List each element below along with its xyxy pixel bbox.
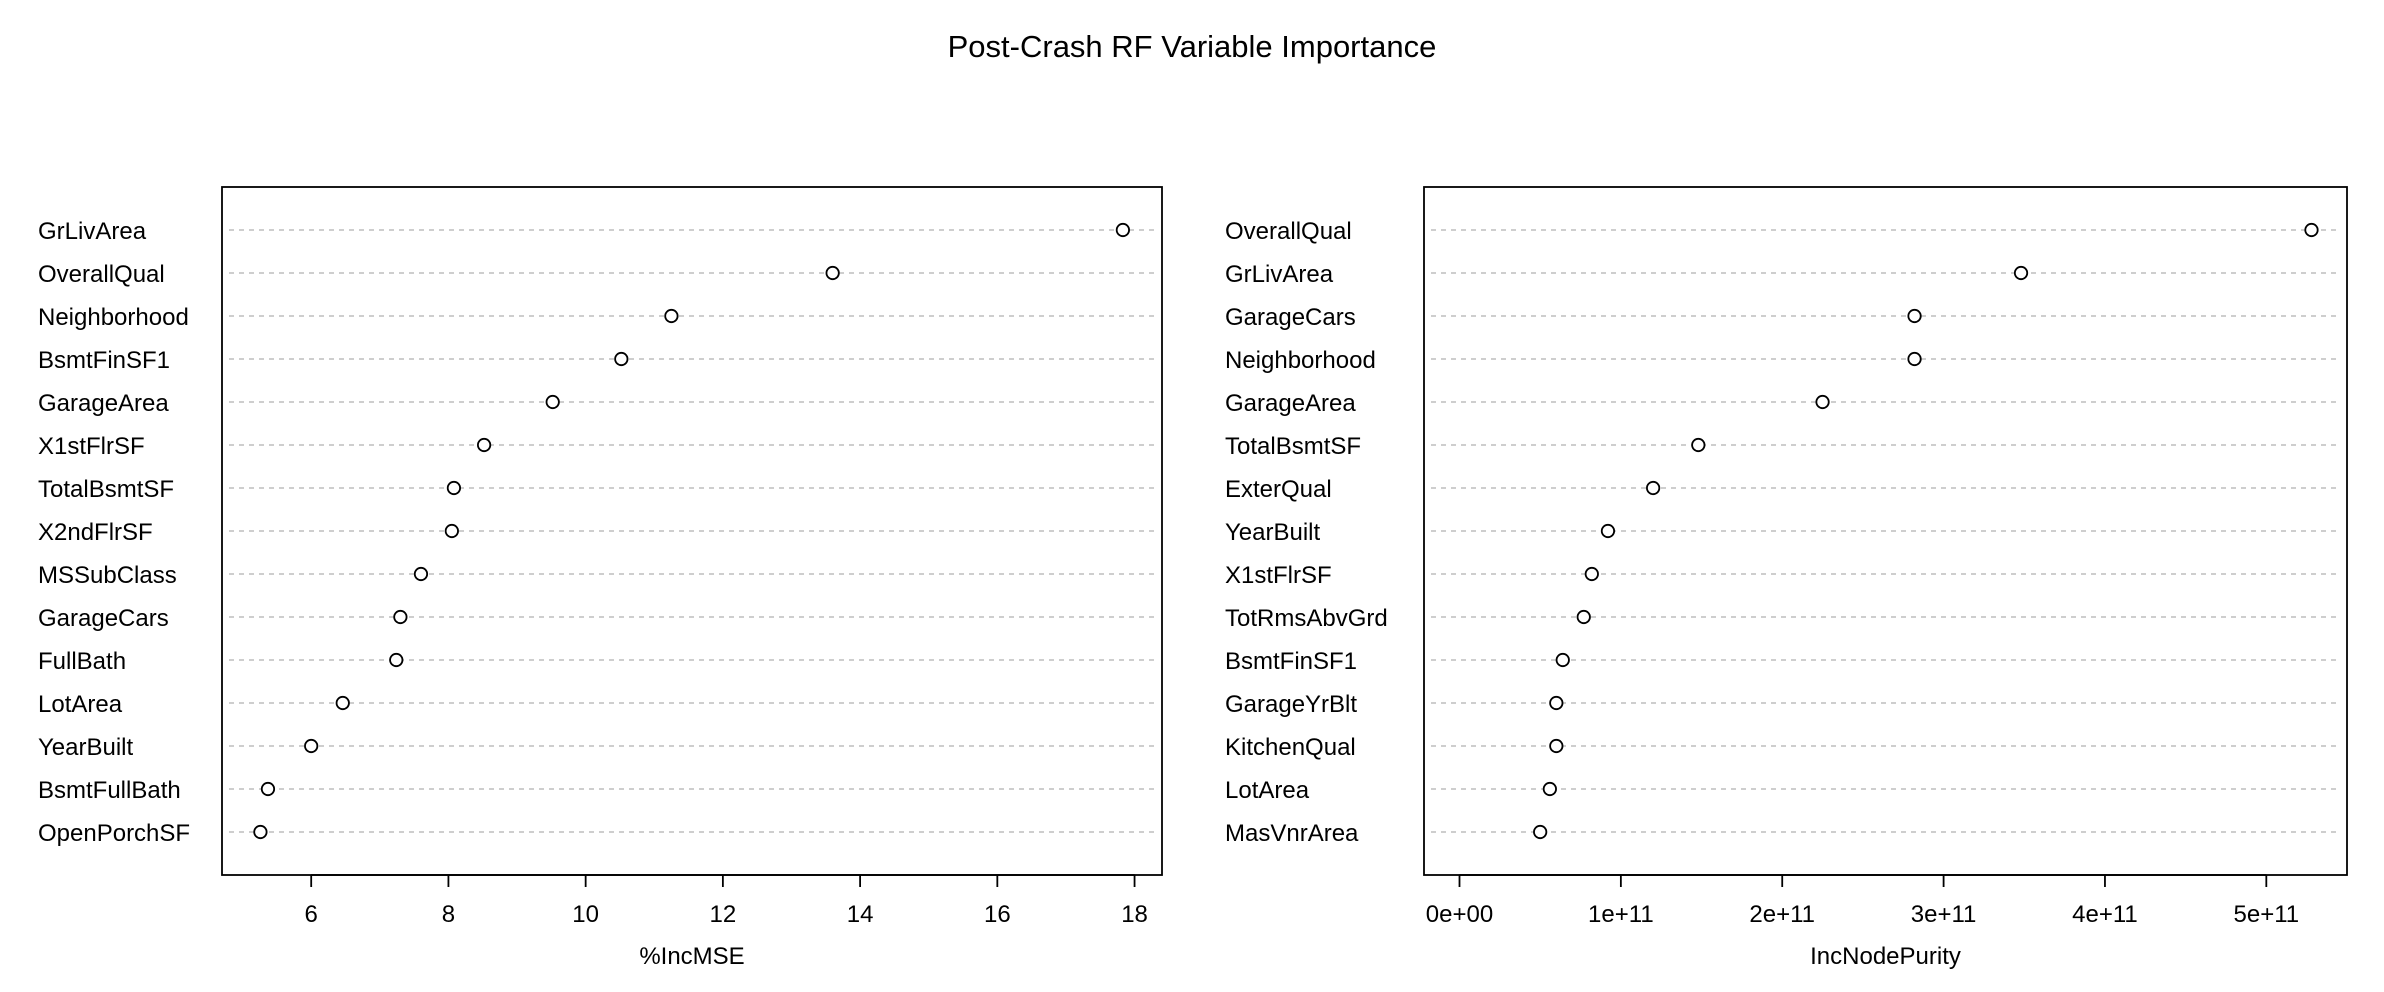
data-point <box>389 652 404 668</box>
category-label: OverallQual <box>38 261 165 288</box>
category-label: YearBuilt <box>1225 519 1321 546</box>
category-label: LotArea <box>38 691 123 718</box>
x-tick-label: 10 <box>572 901 599 928</box>
category-label: GarageArea <box>1225 390 1356 417</box>
category-label: GarageYrBlt <box>1225 691 1357 718</box>
category-label: TotalBsmtSF <box>1225 433 1361 460</box>
category-label: X2ndFlrSF <box>38 519 153 546</box>
incmse-panel: GrLivArea OverallQual Neighborhood BsmtFinS… <box>38 186 1163 970</box>
incnodepurity-axis-label: IncNodePurity <box>1810 943 1961 970</box>
data-point <box>614 351 629 367</box>
category-label: GrLivArea <box>38 218 147 245</box>
category-label: FullBath <box>38 648 126 675</box>
category-label: YearBuilt <box>38 734 134 761</box>
category-label: BsmtFullBath <box>38 777 181 804</box>
data-point <box>2304 222 2319 238</box>
x-tick-label: 8 <box>442 901 455 928</box>
data-point <box>664 308 679 324</box>
category-label: Neighborhood <box>38 304 189 331</box>
data-point <box>1533 824 1548 840</box>
data-point <box>1907 308 1922 324</box>
category-label: Neighborhood <box>1225 347 1376 374</box>
category-label: MasVnrArea <box>1225 820 1359 847</box>
data-point <box>446 480 462 496</box>
category-label: X1stFlrSF <box>1225 562 1332 589</box>
data-point <box>1115 222 1130 238</box>
category-label: GarageArea <box>38 390 169 417</box>
data-point <box>304 738 319 754</box>
incnodepurity-panel: OverallQual GrLivArea GarageCars Neighborho… <box>1225 186 2348 970</box>
category-label: TotRmsAbvGrd <box>1225 605 1388 632</box>
x-tick-label: 14 <box>847 901 874 928</box>
data-point <box>825 265 840 281</box>
category-label: TotalBsmtSF <box>38 476 174 503</box>
x-tick-label: 6 <box>305 901 318 928</box>
data-point <box>335 695 350 711</box>
data-point <box>1549 695 1564 711</box>
data-point <box>444 523 459 539</box>
category-label: BsmtFinSF1 <box>1225 648 1357 675</box>
data-point <box>1907 351 1922 367</box>
category-label: KitchenQual <box>1225 734 1356 761</box>
data-point <box>1584 566 1599 582</box>
data-point <box>413 566 429 582</box>
data-point <box>1815 394 1830 410</box>
x-tick-label: 12 <box>710 901 737 928</box>
data-point <box>1691 437 1706 453</box>
data-point <box>477 437 492 453</box>
x-tick-label: 16 <box>984 901 1011 928</box>
data-point <box>393 609 408 625</box>
category-label: GrLivArea <box>1225 261 1334 288</box>
x-tick-label: 2e+11 <box>1749 901 1815 928</box>
x-tick-label: 0e+00 <box>1426 901 1493 928</box>
x-tick-label: 3e+11 <box>1911 901 1977 928</box>
x-tick-label: 1e+11 <box>1588 901 1654 928</box>
category-label: LotArea <box>1225 777 1310 804</box>
category-label: OpenPorchSF <box>38 820 190 847</box>
category-label: ExterQual <box>1225 476 1332 503</box>
data-point <box>1549 738 1564 754</box>
data-point <box>253 824 268 840</box>
category-label: GarageCars <box>38 605 169 632</box>
category-label: GarageCars <box>1225 304 1356 331</box>
category-label: MSSubClass <box>38 562 177 589</box>
x-tick-label: 5e+11 <box>2234 901 2300 928</box>
category-label: OverallQual <box>1225 218 1352 245</box>
x-tick-label: 4e+11 <box>2072 901 2138 928</box>
data-point <box>1555 652 1570 668</box>
data-point <box>1542 781 1557 797</box>
data-point <box>260 781 276 797</box>
incmse-axis-label: %IncMSE <box>639 943 744 970</box>
x-tick-label: 18 <box>1121 901 1148 928</box>
data-point <box>1646 480 1661 496</box>
data-point <box>2013 265 2029 281</box>
category-label: BsmtFinSF1 <box>38 347 170 374</box>
data-point <box>545 394 560 410</box>
category-label: X1stFlrSF <box>38 433 145 460</box>
data-point <box>1576 609 1591 625</box>
data-point <box>1600 523 1616 539</box>
chart-title: Post-Crash RF Variable Importance <box>948 29 1437 64</box>
